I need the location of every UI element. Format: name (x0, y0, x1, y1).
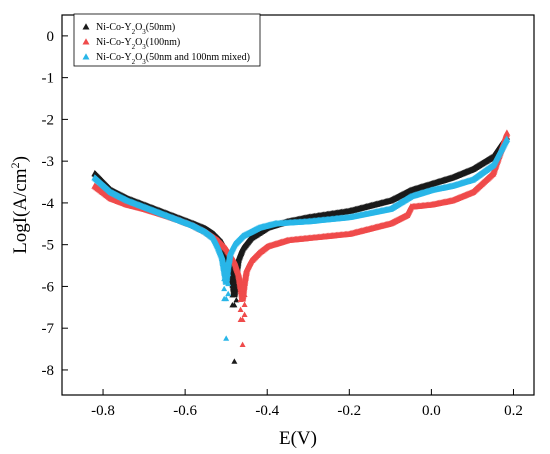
data-point (221, 285, 228, 292)
data-point (221, 275, 228, 282)
data-point (241, 301, 248, 307)
data-point (241, 311, 248, 317)
y-tick-label: 0 (47, 29, 55, 45)
legend-label: Ni-Co-Y2O3(50nm) (96, 22, 175, 36)
legend-marker (82, 38, 90, 45)
y-tick-label: -6 (42, 279, 55, 295)
legend-box (73, 13, 261, 67)
x-axis: -0.8 -0.6 -0.4 -0.2 0.0 0.2 (91, 389, 523, 419)
data-point (239, 341, 246, 348)
data-point (229, 301, 236, 308)
legend-item: Ni-Co-Y2O3(50nm) (82, 22, 175, 36)
legend: Ni-Co-Y2O3(50nm)Ni-Co-Y2O3(100nm)Ni-Co-Y… (73, 13, 261, 67)
legend-label: Ni-Co-Y2O3(50nm and 100nm mixed) (96, 52, 250, 66)
data-point (225, 280, 232, 287)
x-tick-label: -0.2 (337, 403, 361, 419)
y-axis-title: LogI(A/cm2) (8, 156, 31, 254)
y-tick-label: -2 (42, 112, 55, 128)
plot-area (91, 129, 511, 364)
data-point (237, 296, 244, 302)
x-tick-label: -0.8 (91, 403, 115, 419)
y-tick-label: -8 (42, 363, 55, 379)
y-tick-label: -5 (42, 238, 55, 254)
x-tick-label: -0.6 (173, 403, 197, 419)
series-2 (91, 129, 511, 348)
y-axis: 0 -1 -2 -3 -4 -5 -6 -7 -8 (42, 29, 68, 379)
data-point (237, 306, 244, 312)
x-tick-label: 0.2 (504, 403, 523, 419)
y-tick-label: -3 (42, 154, 55, 170)
data-point (503, 135, 511, 142)
data-point (223, 335, 230, 341)
data-point (225, 290, 232, 297)
series-3 (91, 135, 511, 341)
series-1 (91, 133, 511, 364)
legend-item: Ni-Co-Y2O3(100nm) (82, 37, 180, 51)
legend-marker (82, 23, 90, 30)
data-point (503, 129, 511, 136)
data-point (237, 316, 244, 322)
data-point (231, 358, 238, 364)
y-tick-label: -7 (42, 321, 55, 337)
data-point (241, 291, 248, 297)
data-point (233, 296, 240, 303)
x-axis-title: E(V) (279, 428, 317, 449)
legend-marker (82, 53, 90, 60)
legend-label: Ni-Co-Y2O3(100nm) (96, 37, 180, 51)
legend-item: Ni-Co-Y2O3(50nm and 100nm mixed) (82, 52, 250, 66)
y-tick-label: -1 (42, 71, 55, 87)
x-tick-label: 0.0 (422, 403, 441, 419)
x-tick-label: -0.4 (255, 403, 279, 419)
plot-frame (61, 14, 535, 396)
data-point (221, 295, 228, 302)
data-point (225, 270, 232, 277)
y-tick-label: -4 (42, 196, 55, 212)
